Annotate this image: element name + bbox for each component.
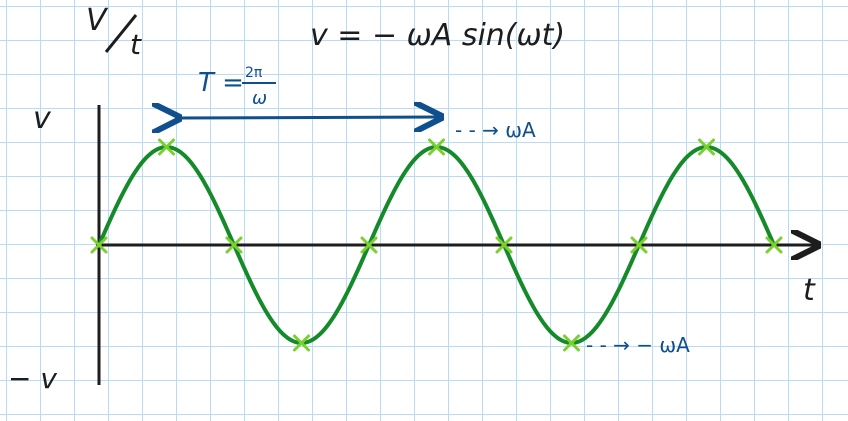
period-denominator: ω xyxy=(252,88,267,109)
plot-label-bottom: t xyxy=(130,28,142,61)
point-marker xyxy=(158,138,175,156)
point-marker-stroke xyxy=(495,236,513,254)
point-marker-stroke xyxy=(563,334,580,352)
period-numerator: 2π xyxy=(245,65,263,81)
min-annotation: - - → − ωA xyxy=(586,333,690,357)
y-axis-bottom-label: − v xyxy=(8,362,57,395)
point-marker xyxy=(765,236,783,254)
point-marker xyxy=(428,138,445,156)
point-marker xyxy=(698,138,715,156)
point-marker xyxy=(360,236,378,254)
equation-text: v = − ωA sin(ωt) xyxy=(310,18,565,53)
point-marker-stroke xyxy=(630,236,648,254)
point-marker xyxy=(225,236,243,254)
point-marker-stroke xyxy=(158,138,175,156)
point-marker-stroke xyxy=(428,138,445,156)
point-marker xyxy=(293,334,310,352)
plot-label-slash xyxy=(104,14,138,53)
point-marker-stroke xyxy=(90,236,108,254)
plot-label-top: V xyxy=(86,3,109,38)
x-axis-label: t xyxy=(803,273,816,308)
point-marker xyxy=(563,334,580,352)
y-axis-top-label: v xyxy=(33,101,52,136)
point-marker xyxy=(90,236,108,254)
max-annotation: - - → ωA xyxy=(455,118,536,142)
point-marker-stroke xyxy=(698,138,715,156)
point-marker-stroke xyxy=(765,236,783,254)
point-marker-stroke xyxy=(360,236,378,254)
period-arrow-line xyxy=(176,117,438,118)
period-label: T = xyxy=(198,68,244,98)
point-marker xyxy=(495,236,513,254)
point-marker-stroke xyxy=(225,236,243,254)
point-marker-stroke xyxy=(293,334,310,352)
point-marker xyxy=(630,236,648,254)
point-markers-group xyxy=(90,138,783,352)
